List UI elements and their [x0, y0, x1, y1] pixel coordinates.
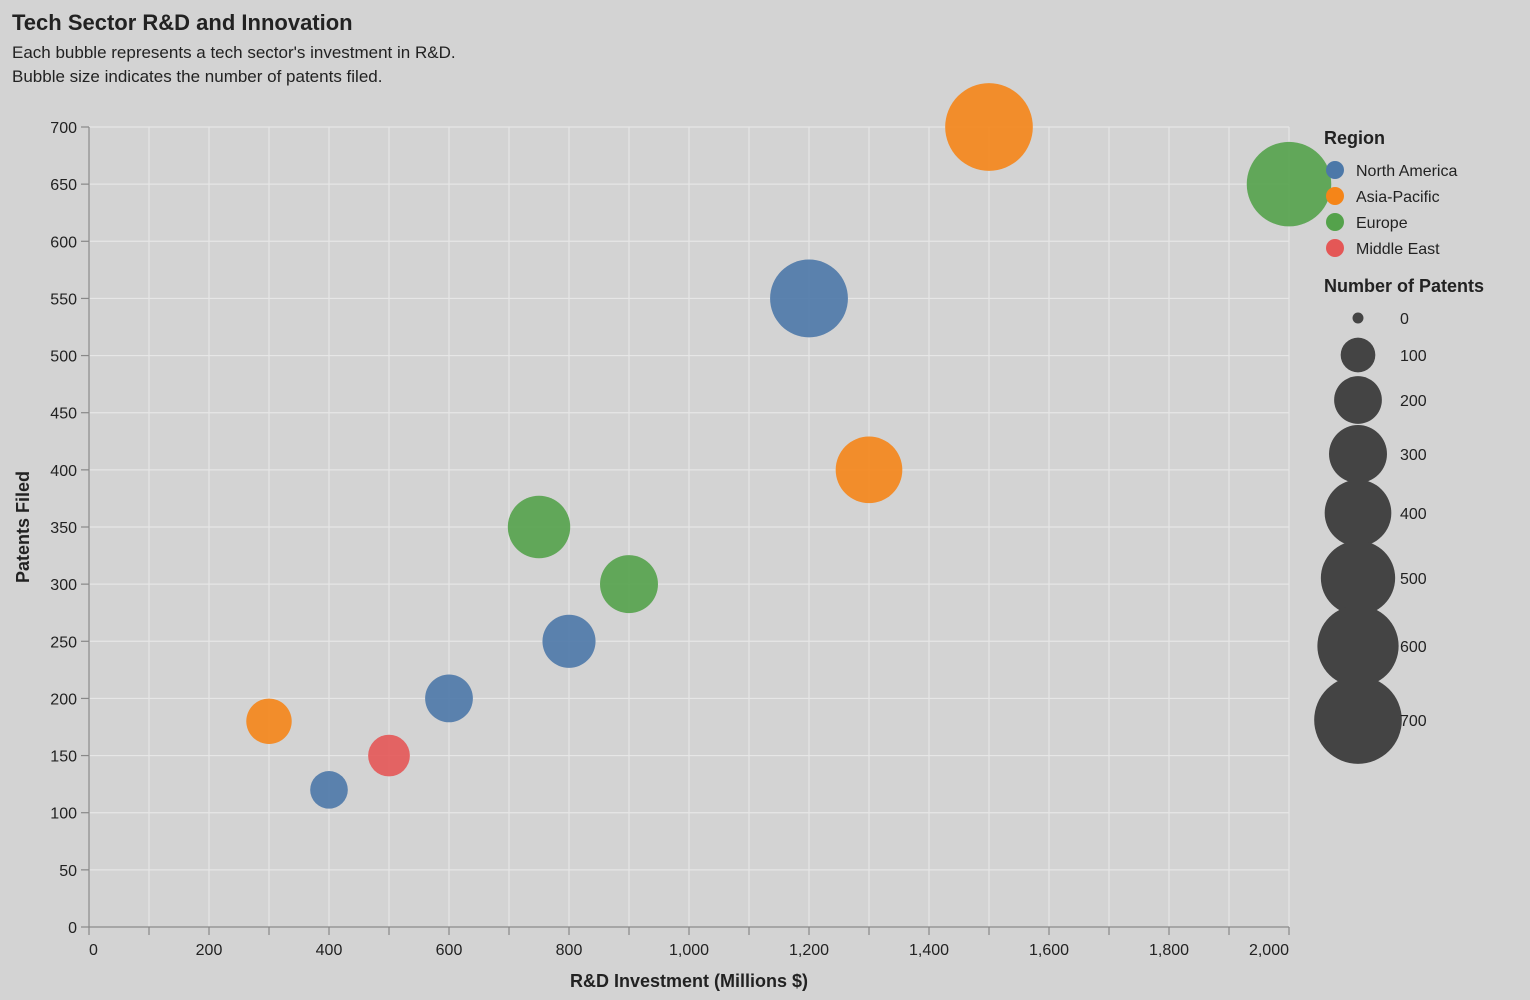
size-legend-label: 100	[1400, 348, 1427, 365]
chart-subtitle-line-1: Each bubble represents a tech sector's i…	[12, 43, 456, 62]
size-legend-symbol	[1320, 540, 1396, 616]
y-tick-label: 450	[50, 406, 77, 423]
y-tick-label: 100	[50, 806, 77, 823]
size-legend-symbol	[1324, 479, 1392, 547]
data-point-bubble	[507, 495, 571, 559]
data-point-bubble	[600, 555, 658, 614]
patents-size-legend: Number of Patents 0 100 200 300 400 500 600 700	[1314, 276, 1484, 764]
x-tick-label: 0	[89, 942, 98, 959]
data-point-bubble	[310, 771, 348, 809]
grid	[88, 126, 1290, 928]
legend-label: Europe	[1356, 215, 1408, 232]
y-tick-label: 550	[50, 291, 77, 308]
size-legend-label: 200	[1400, 393, 1427, 410]
chart-title: Tech Sector R&D and Innovation	[12, 10, 353, 35]
y-tick-label: 0	[68, 920, 77, 937]
region-legend-title: Region	[1324, 128, 1385, 148]
size-legend-title: Number of Patents	[1324, 276, 1484, 296]
y-tick-label: 400	[50, 463, 77, 480]
data-point-bubble	[425, 674, 473, 723]
data-point-bubble	[770, 259, 848, 338]
region-legend: Region North America Asia-Pacific Europe Mi…	[1324, 128, 1457, 258]
size-legend-label: 700	[1400, 713, 1427, 730]
y-tick-label: 600	[50, 234, 77, 251]
data-point-bubble	[945, 83, 1033, 171]
x-tick-label: 400	[316, 942, 343, 959]
data-point-bubble	[368, 734, 410, 777]
y-tick-label: 250	[50, 634, 77, 651]
legend-swatch	[1326, 161, 1344, 179]
legend-swatch	[1326, 187, 1344, 205]
x-tick-label: 1,200	[789, 942, 829, 959]
legend-swatch	[1326, 239, 1344, 257]
x-tick-label: 600	[436, 942, 463, 959]
y-tick-label: 50	[59, 863, 77, 880]
chart-subtitle-line-2: Bubble size indicates the number of pate…	[12, 67, 382, 86]
y-tick-label: 300	[50, 577, 77, 594]
y-tick-label: 150	[50, 749, 77, 766]
axes: 0 200 400 600 800 1,000 1,200 1,400 1,600 1,800 2,…	[50, 120, 1290, 959]
x-tick-label: 2,000	[1249, 942, 1289, 959]
x-axis-title: R&D Investment (Millions $)	[570, 971, 808, 991]
y-tick-label: 200	[50, 691, 77, 708]
x-tick-label: 800	[556, 942, 583, 959]
data-points	[246, 83, 1332, 809]
x-tick-label: 1,000	[669, 942, 709, 959]
size-legend-label: 300	[1400, 447, 1427, 464]
x-tick-label: 200	[196, 942, 223, 959]
legend-label: North America	[1356, 163, 1457, 180]
size-legend-label: 500	[1400, 571, 1427, 588]
x-tick-label: 1,400	[909, 942, 949, 959]
data-point-bubble	[1246, 141, 1332, 227]
y-tick-label: 500	[50, 349, 77, 366]
data-point-bubble	[835, 436, 903, 504]
size-legend-label: 600	[1400, 639, 1427, 656]
legend-label: Middle East	[1356, 241, 1440, 258]
size-legend-symbol	[1314, 676, 1402, 764]
size-legend-symbol	[1352, 312, 1364, 324]
y-tick-label: 700	[50, 120, 77, 137]
size-legend-label: 400	[1400, 506, 1427, 523]
size-legend-symbol	[1317, 605, 1399, 687]
y-tick-label: 650	[50, 177, 77, 194]
legend-label: Asia-Pacific	[1356, 189, 1440, 206]
size-legend-symbol	[1334, 376, 1382, 424]
x-tick-label: 1,600	[1029, 942, 1069, 959]
x-tick-label: 1,800	[1149, 942, 1189, 959]
data-point-bubble	[246, 698, 292, 745]
data-point-bubble	[542, 614, 596, 668]
size-legend-symbol	[1329, 425, 1387, 483]
y-tick-label: 350	[50, 520, 77, 537]
size-legend-label: 0	[1400, 311, 1409, 328]
size-legend-symbol	[1340, 337, 1376, 373]
y-axis-title: Patents Filed	[13, 471, 33, 583]
legend-swatch	[1326, 213, 1344, 231]
